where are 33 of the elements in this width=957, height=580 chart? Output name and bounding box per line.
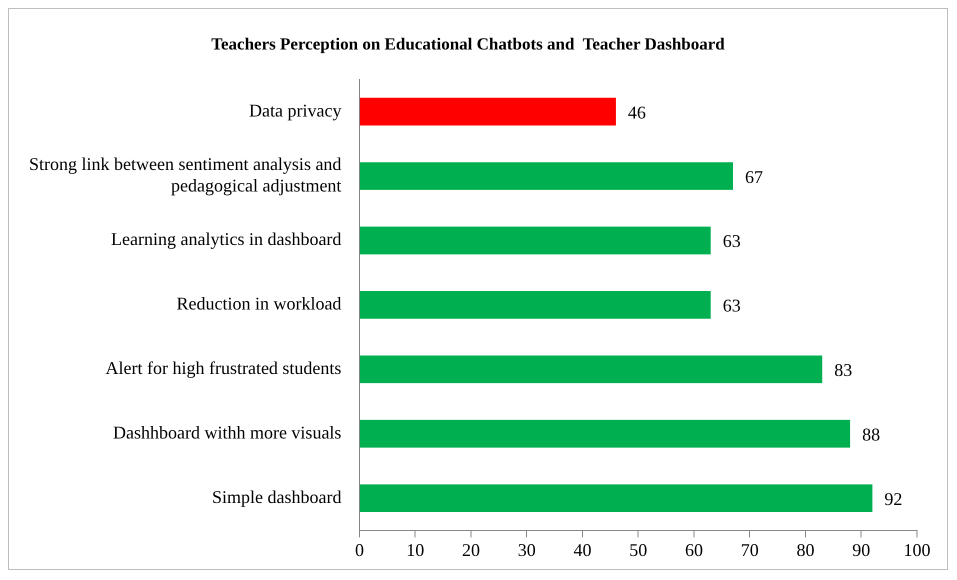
data-label: 88 — [862, 424, 880, 444]
data-label: 92 — [884, 488, 902, 509]
x-tick-label: 20 — [462, 540, 480, 560]
x-tick-label: 80 — [796, 540, 814, 560]
data-label: 83 — [834, 360, 852, 380]
bar — [360, 291, 711, 319]
data-label: 46 — [628, 102, 646, 122]
x-tick-label: 90 — [852, 540, 870, 560]
y-tick-label: Dashhboard withh more visuals — [112, 422, 342, 442]
y-tick-label: Learning analytics in dashboard — [111, 229, 342, 250]
bar — [360, 355, 822, 384]
data-label: 63 — [722, 296, 741, 316]
x-tick-label: 0 — [354, 540, 364, 560]
x-tick-label: 30 — [518, 540, 536, 560]
y-tick-label: Reduction in workload — [176, 294, 342, 314]
bar — [360, 226, 711, 254]
y-tick-label: Strong link between sentiment analysis and pedagogical adjustment — [28, 154, 342, 196]
bar — [360, 420, 850, 448]
x-tick-label: 60 — [684, 540, 703, 560]
x-tick-label: 100 — [904, 540, 930, 560]
bar — [360, 484, 872, 512]
chart-title: Teachers Perception on Educational Chatbots and Teacher Dashboard — [211, 34, 726, 54]
bar — [360, 162, 734, 190]
x-tick-label: 10 — [406, 540, 424, 560]
x-tick-label: 70 — [740, 540, 759, 560]
data-label: 67 — [745, 166, 764, 187]
x-tick-label: 40 — [573, 540, 592, 560]
y-tick-label: Alert for high frustrated students — [105, 358, 342, 378]
y-tick-label: Data privacy — [248, 100, 342, 120]
x-tick-label: 50 — [629, 540, 648, 560]
y-tick-label: Simple dashboard — [212, 486, 342, 507]
bar — [360, 98, 616, 126]
data-label: 63 — [722, 231, 741, 252]
